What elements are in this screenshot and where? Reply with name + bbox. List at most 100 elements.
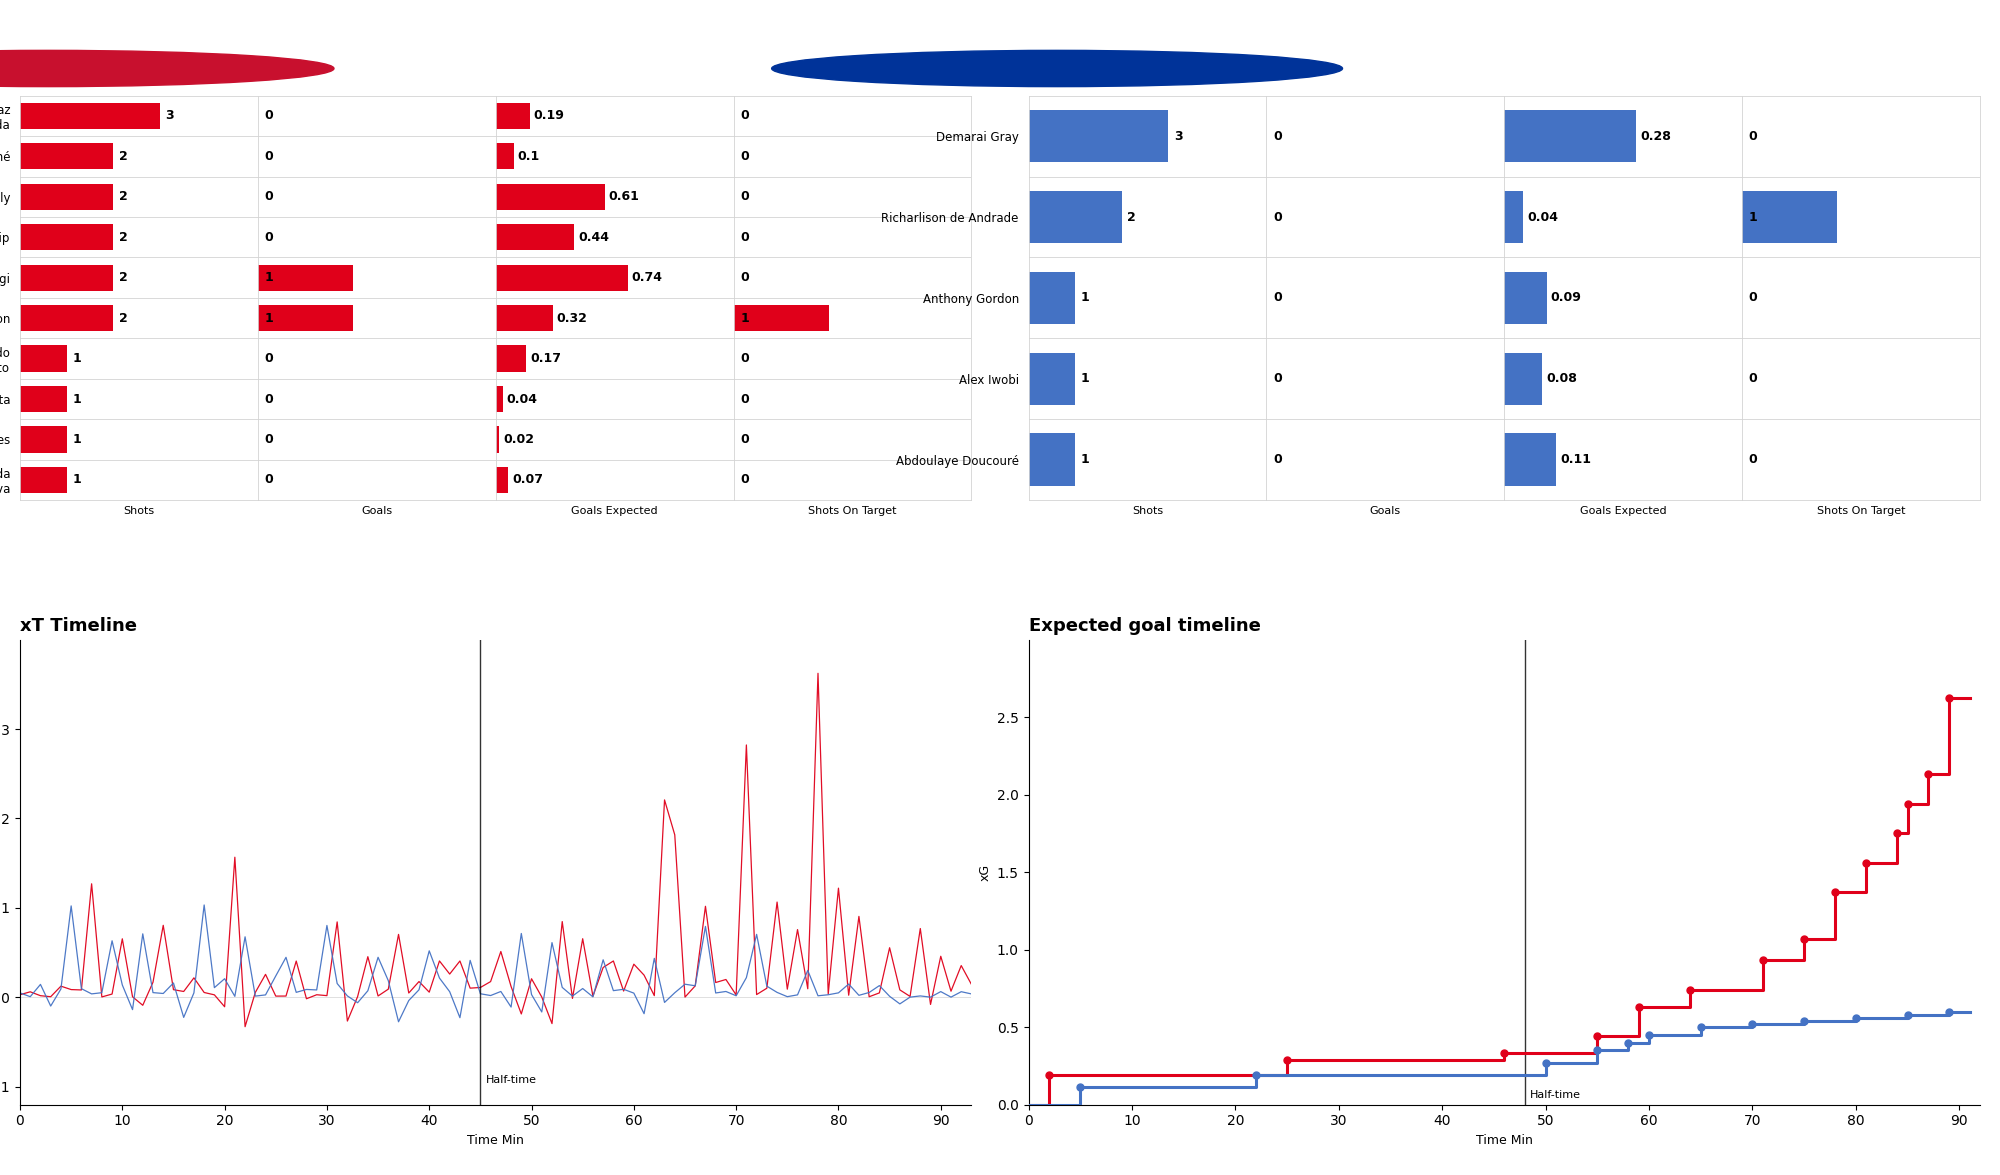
Text: 0: 0 xyxy=(1748,454,1758,466)
X-axis label: Shots On Target: Shots On Target xyxy=(808,505,896,516)
Text: 0: 0 xyxy=(264,474,274,486)
Text: Everton shots: Everton shots xyxy=(1114,59,1266,78)
X-axis label: Time Min: Time Min xyxy=(1476,1134,1532,1147)
Bar xyxy=(496,143,514,169)
Bar xyxy=(734,306,828,331)
Text: 0: 0 xyxy=(740,230,750,243)
Text: 0: 0 xyxy=(740,271,750,284)
Circle shape xyxy=(0,51,334,87)
Text: 0: 0 xyxy=(1274,210,1282,223)
Text: 0: 0 xyxy=(264,230,274,243)
Bar xyxy=(20,385,66,412)
Text: 3: 3 xyxy=(1174,129,1182,142)
Text: 0: 0 xyxy=(264,109,274,122)
Text: 1: 1 xyxy=(264,311,274,324)
Text: 0.02: 0.02 xyxy=(504,432,534,446)
Text: 1: 1 xyxy=(1080,454,1090,466)
Text: Half-time: Half-time xyxy=(1530,1090,1582,1100)
Text: 1: 1 xyxy=(1080,372,1090,385)
X-axis label: Shots: Shots xyxy=(124,505,154,516)
Bar xyxy=(1504,190,1524,243)
Text: 0.08: 0.08 xyxy=(1546,372,1576,385)
Text: 0: 0 xyxy=(264,190,274,203)
Text: 2: 2 xyxy=(118,230,128,243)
Text: 0.44: 0.44 xyxy=(578,230,610,243)
Text: 0: 0 xyxy=(740,109,750,122)
Bar xyxy=(258,264,354,291)
Text: 1: 1 xyxy=(72,392,80,405)
Text: 0.74: 0.74 xyxy=(632,271,662,284)
X-axis label: Shots: Shots xyxy=(1132,505,1164,516)
Text: 0: 0 xyxy=(740,432,750,446)
Bar xyxy=(20,427,66,452)
Text: 0: 0 xyxy=(264,392,274,405)
X-axis label: Goals Expected: Goals Expected xyxy=(572,505,658,516)
Text: 0: 0 xyxy=(264,432,274,446)
Bar xyxy=(20,102,160,129)
Text: xT Timeline: xT Timeline xyxy=(20,617,136,636)
Bar xyxy=(1504,271,1546,324)
Text: 0.17: 0.17 xyxy=(530,352,562,365)
Text: 0.32: 0.32 xyxy=(556,311,588,324)
Bar xyxy=(496,102,530,129)
Text: 1: 1 xyxy=(740,311,750,324)
Text: 0: 0 xyxy=(264,352,274,365)
Bar xyxy=(20,264,114,291)
Text: 3: 3 xyxy=(166,109,174,122)
X-axis label: Goals: Goals xyxy=(362,505,392,516)
Bar xyxy=(1028,352,1076,405)
X-axis label: Goals: Goals xyxy=(1370,505,1400,516)
Text: 0: 0 xyxy=(1748,291,1758,304)
Text: 0.04: 0.04 xyxy=(1528,210,1558,223)
Bar xyxy=(496,264,628,291)
Bar xyxy=(496,345,526,371)
Bar xyxy=(1504,352,1542,405)
X-axis label: Shots On Target: Shots On Target xyxy=(1816,505,1906,516)
Text: 1: 1 xyxy=(1748,210,1758,223)
Text: 0.28: 0.28 xyxy=(1640,129,1672,142)
Bar xyxy=(20,466,66,494)
Bar xyxy=(496,466,508,494)
X-axis label: Goals Expected: Goals Expected xyxy=(1580,505,1666,516)
Text: 2: 2 xyxy=(118,271,128,284)
Text: 0: 0 xyxy=(1748,372,1758,385)
Bar xyxy=(496,306,552,331)
Bar xyxy=(20,224,114,250)
Text: 0: 0 xyxy=(740,150,750,163)
X-axis label: Time Min: Time Min xyxy=(468,1134,524,1147)
Bar xyxy=(496,385,502,412)
Text: 1: 1 xyxy=(1080,291,1090,304)
Text: 2: 2 xyxy=(1128,210,1136,223)
Text: 1: 1 xyxy=(72,432,80,446)
Text: 0: 0 xyxy=(740,392,750,405)
Text: 0: 0 xyxy=(1274,372,1282,385)
Y-axis label: xG: xG xyxy=(978,864,992,880)
Bar xyxy=(20,143,114,169)
Text: 0: 0 xyxy=(1274,129,1282,142)
Text: 0.61: 0.61 xyxy=(608,190,640,203)
Text: 0: 0 xyxy=(740,474,750,486)
Bar xyxy=(1028,190,1122,243)
Bar xyxy=(20,306,114,331)
Bar xyxy=(258,306,354,331)
Text: Half-time: Half-time xyxy=(486,1075,536,1085)
Text: Liverpool shots: Liverpool shots xyxy=(106,59,274,78)
Text: 0: 0 xyxy=(1274,454,1282,466)
Text: 0: 0 xyxy=(1274,291,1282,304)
Text: 0.07: 0.07 xyxy=(512,474,544,486)
Bar xyxy=(496,224,574,250)
Text: 0: 0 xyxy=(740,190,750,203)
Text: 1: 1 xyxy=(72,474,80,486)
Bar xyxy=(1028,434,1076,486)
Bar xyxy=(20,183,114,210)
Bar xyxy=(496,183,604,210)
Bar xyxy=(1504,109,1636,162)
Text: 0.19: 0.19 xyxy=(534,109,564,122)
Text: 0.1: 0.1 xyxy=(518,150,540,163)
Bar xyxy=(20,345,66,371)
Text: 1: 1 xyxy=(264,271,274,284)
Bar xyxy=(1504,434,1556,486)
Bar xyxy=(1028,109,1168,162)
Text: 2: 2 xyxy=(118,190,128,203)
Text: 2: 2 xyxy=(118,311,128,324)
